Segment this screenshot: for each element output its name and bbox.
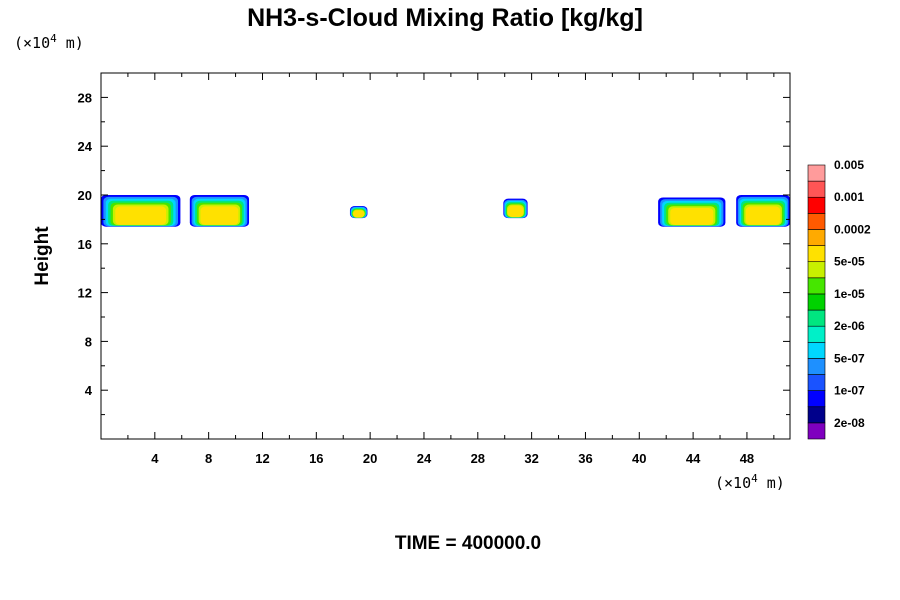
colorbar-swatch	[807, 213, 826, 230]
y-tick-label: 16	[78, 237, 92, 252]
colorbar-label: 0.0002	[834, 222, 871, 236]
x-tick-label: 28	[471, 451, 485, 466]
colorbar-label: 2e-06	[834, 319, 865, 333]
x-tick-label: 36	[578, 451, 592, 466]
cloud-band	[745, 206, 781, 225]
y-tick-label: 28	[78, 90, 92, 105]
x-axis-ticks: 4 8 12 16 20 24 28 32 36 40 44 48	[127, 73, 775, 466]
colorbar-swatch	[807, 293, 826, 311]
cloud-patch	[101, 195, 181, 227]
colorbar-label: 5e-07	[834, 351, 865, 365]
cloud-patch	[503, 198, 528, 219]
x-tick-label: 8	[205, 451, 212, 466]
colorbar-label: 0.005	[834, 158, 864, 172]
colorbar-swatch	[807, 390, 826, 408]
x-tick-label: 4	[151, 451, 159, 466]
y-tick-label: 8	[85, 334, 92, 349]
cloud-fill-layer	[101, 195, 790, 227]
cloud-band	[353, 210, 365, 218]
chart-title: NH3-s-Cloud Mixing Ratio [kg/kg]	[247, 4, 643, 32]
x-tick-label: 24	[417, 451, 432, 466]
y-axis-ticks: 4 8 12 16 20 24 28	[78, 90, 790, 416]
x-tick-label: 12	[255, 451, 269, 466]
colorbar-label: 1e-05	[834, 287, 865, 301]
colorbar-swatch	[807, 180, 826, 198]
y-axis-label: Height	[32, 226, 53, 286]
x-tick-label: 40	[632, 451, 646, 466]
plot-frame	[100, 72, 791, 440]
x-tick-label: 20	[363, 451, 377, 466]
colorbar-label: 5e-05	[834, 255, 865, 269]
y-tick-label: 24	[78, 139, 93, 154]
colorbar-swatch	[807, 358, 826, 375]
colorbar-swatch	[807, 277, 826, 295]
y-tick-label: 4	[85, 383, 93, 398]
colorbar-label: 0.001	[834, 190, 864, 204]
colorbar-swatch	[807, 261, 826, 279]
cloud-band	[670, 207, 714, 225]
cloud-band	[115, 206, 167, 225]
colorbar-swatch	[807, 309, 826, 327]
x-tick-label: 32	[524, 451, 538, 466]
cloud-patch	[349, 205, 368, 219]
colorbar-label: 2e-08	[834, 416, 865, 430]
cloud-band	[507, 205, 524, 218]
cloud-patch	[189, 195, 250, 227]
cloud-patch	[658, 197, 726, 227]
y-tick-label: 20	[78, 188, 92, 203]
x-unit-label: (×104 m)	[715, 472, 785, 492]
cloud-patch	[736, 195, 790, 227]
x-tick-label: 44	[686, 451, 701, 466]
colorbar-swatch	[807, 164, 826, 182]
colorbar-swatch	[807, 341, 826, 359]
colorbar-swatch	[807, 422, 826, 440]
colorbar-swatch	[807, 196, 826, 214]
colorbar: 2e-08 1e-07 5e-07 2e-06 1e-05 5e-05 0.0002 0.00…	[807, 158, 871, 440]
y-unit-label: (×104 m)	[14, 32, 84, 52]
x-tick-label: 16	[309, 451, 323, 466]
time-footer: TIME = 400000.0	[395, 533, 541, 554]
colorbar-swatch	[807, 325, 826, 343]
colorbar-swatch	[807, 406, 826, 424]
colorbar-label: 1e-07	[834, 384, 865, 398]
y-tick-label: 12	[78, 286, 92, 301]
colorbar-swatch	[807, 374, 826, 391]
colorbar-swatch	[807, 229, 826, 246]
x-tick-label: 48	[740, 451, 754, 466]
colorbar-swatch	[807, 245, 826, 263]
cloud-band	[200, 206, 239, 225]
